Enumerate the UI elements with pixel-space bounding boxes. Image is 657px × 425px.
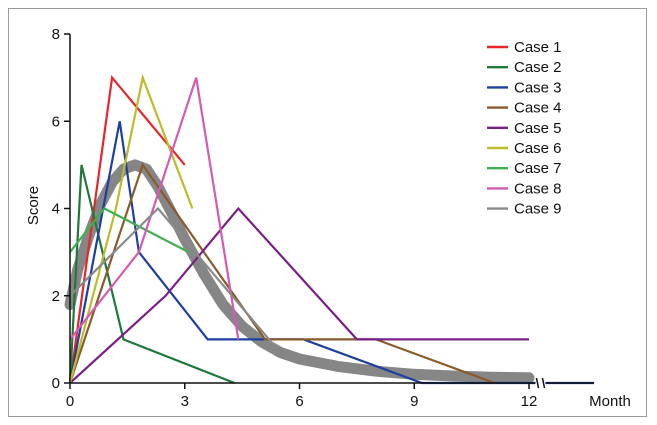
series-line-case-6	[68, 73, 194, 384]
legend-label-case-1: Case 1	[514, 39, 562, 56]
chart-frame: 0 2 4 6 8 0 3 6 9 12 Month Score Case 1 Case 2 Case 3 C…	[8, 8, 647, 417]
axis-break-gap	[535, 377, 546, 389]
x-tick-label: 3	[181, 393, 189, 410]
series-line-case-4	[68, 162, 495, 385]
axis-break-mark	[535, 377, 540, 389]
legend-label-case-7: Case 7	[514, 160, 562, 177]
line-chart: 0 2 4 6 8 0 3 6 9 12 Month Score Case 1 Case 2 Case 3 C…	[25, 26, 631, 410]
legend-label-case-2: Case 2	[514, 59, 562, 76]
legend-label-case-8: Case 8	[514, 180, 562, 197]
legend-label-case-5: Case 5	[514, 120, 562, 137]
series-line-case-7	[69, 207, 190, 254]
series-line-case-2	[68, 164, 235, 385]
y-tick-label: 4	[52, 201, 60, 218]
x-tick-label: 6	[295, 393, 303, 410]
series-line-case-9	[69, 206, 274, 345]
trend-curve	[64, 159, 535, 384]
y-axis-label: Score	[25, 186, 42, 225]
y-tick-label: 6	[52, 113, 60, 130]
x-tick-label: 0	[66, 393, 74, 410]
x-axis-label: Month	[589, 393, 631, 410]
axis-break-mark	[541, 377, 546, 389]
y-tick-label: 8	[52, 26, 60, 43]
x-tick-label: 9	[410, 393, 418, 410]
series-line-case-5	[69, 206, 529, 384]
series-line-case-8	[69, 77, 240, 341]
legend-label-case-6: Case 6	[514, 140, 562, 157]
legend-label-case-9: Case 9	[514, 201, 562, 218]
x-tick-label: 12	[521, 393, 538, 410]
y-tick-label: 0	[52, 375, 60, 392]
legend-label-case-4: Case 4	[514, 100, 562, 117]
y-tick-label: 2	[52, 288, 60, 305]
legend-label-case-3: Case 3	[514, 79, 562, 96]
